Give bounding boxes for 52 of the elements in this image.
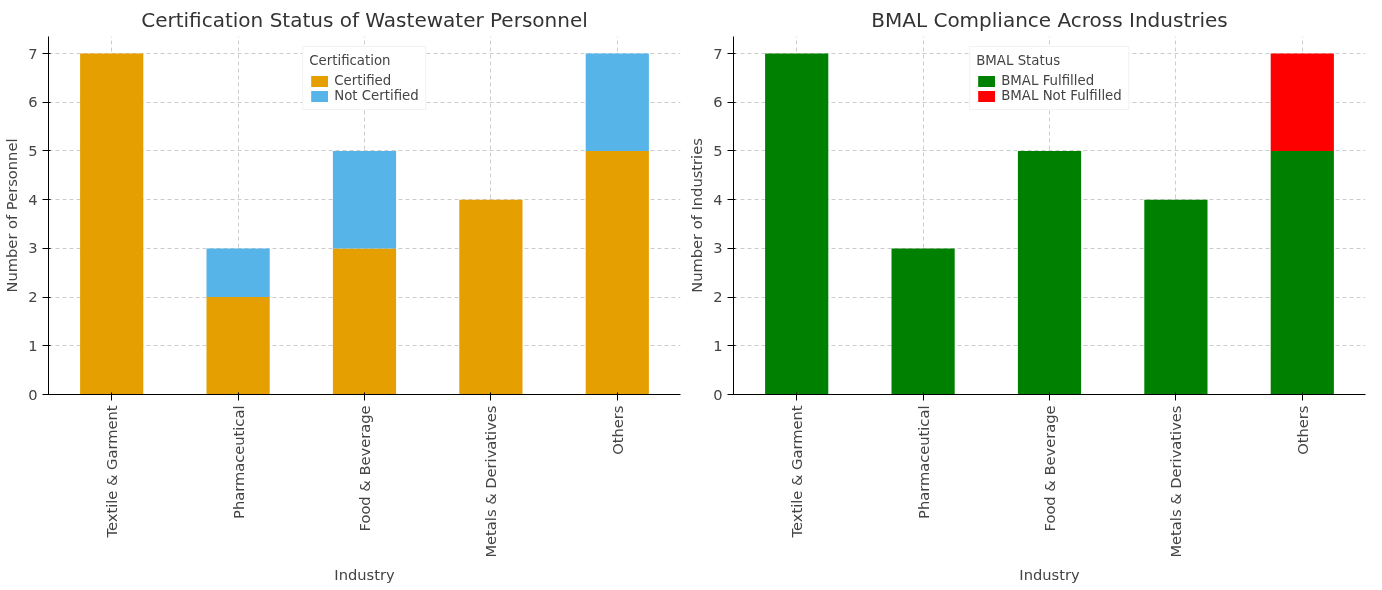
bar <box>1144 199 1208 395</box>
y-tick-label: 5 <box>713 141 723 159</box>
bar <box>332 150 397 249</box>
y-tick-label: 1 <box>28 336 38 354</box>
x-tick-label: Textile & Garment <box>788 405 806 539</box>
bar <box>206 297 270 395</box>
y-tick-label: 0 <box>713 385 723 403</box>
x-tick-label: Textile & Garment <box>103 405 121 539</box>
bar <box>1270 53 1334 151</box>
y-tick-label: 1 <box>713 336 723 354</box>
y-tick-label: 3 <box>28 239 38 257</box>
x-tick-label: Others <box>1293 405 1311 455</box>
chart-title: BMAL Compliance Across Industries <box>871 7 1228 32</box>
y-axis-title: Number of Personnel <box>3 138 21 293</box>
y-tick-label: 2 <box>713 288 723 306</box>
bar <box>585 53 649 151</box>
legend-title: BMAL Status <box>976 53 1062 68</box>
y-tick-label: 4 <box>713 190 723 208</box>
x-tick-label: Metals & Derivatives <box>482 405 500 558</box>
x-axis-title: Industry <box>334 565 395 583</box>
y-tick-label: 2 <box>28 288 38 306</box>
y-tick-label: 7 <box>28 44 38 62</box>
y-tick-label: 3 <box>713 239 723 257</box>
bar <box>1017 150 1082 395</box>
y-tick-label: 6 <box>28 93 38 111</box>
x-tick-label: Metals & Derivatives <box>1167 405 1185 558</box>
y-tick-label: 7 <box>713 44 723 62</box>
x-tick-label: Pharmaceutical <box>914 405 932 519</box>
legend-label: BMAL Not Fulfilled <box>1001 88 1122 103</box>
legend-title: Certification <box>309 53 392 68</box>
y-axis-title: Number of Industries <box>688 138 706 293</box>
x-tick-label: Food & Beverage <box>1041 405 1058 532</box>
bar <box>585 150 649 395</box>
y-tick-label: 6 <box>713 93 723 111</box>
bar <box>1270 150 1334 395</box>
bar <box>459 199 523 395</box>
y-tick-label: 4 <box>28 190 38 208</box>
legend-label: Not Certified <box>334 88 419 103</box>
x-tick-label: Pharmaceutical <box>229 405 247 519</box>
bar <box>765 53 829 395</box>
x-axis-title: Industry <box>1019 565 1080 583</box>
bar <box>206 248 270 298</box>
y-tick-label: 0 <box>28 385 38 403</box>
legend-label: Certified <box>334 73 392 88</box>
legend-label: BMAL Fulfilled <box>1001 73 1095 88</box>
x-tick-label: Others <box>608 405 626 455</box>
x-tick-label: Food & Beverage <box>356 405 373 532</box>
bar <box>80 53 144 395</box>
chart-title: Certification Status of Wastewater Personnel <box>141 7 588 32</box>
bar <box>891 248 955 395</box>
bar <box>332 248 397 395</box>
y-tick-label: 5 <box>28 141 38 159</box>
